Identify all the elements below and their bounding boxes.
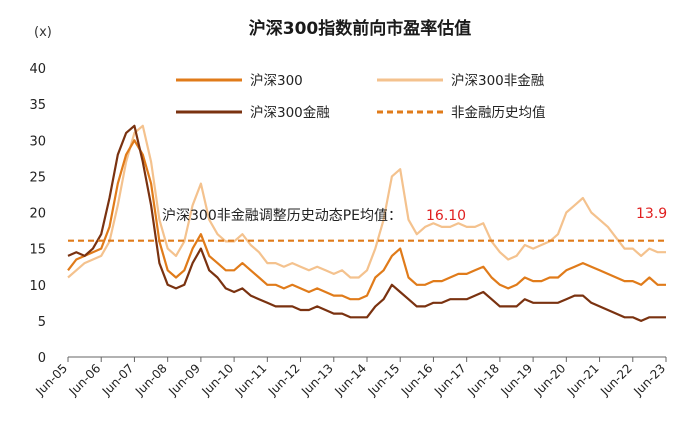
x-tick-label: Jun-20 [531,361,569,399]
x-tick-label: Jun-17 [431,361,469,399]
chart-title: 沪深300指数前向市盈率估值 [249,18,472,39]
latest-value-label: 13.9 [636,206,667,222]
y-tick-label: 25 [29,170,46,185]
series-lines [67,124,666,322]
x-tick-label: Jun-14 [331,361,369,399]
y-tick-label: 35 [29,98,46,113]
x-tick-label: Jun-05 [32,361,70,399]
x-tick-label: Jun-13 [298,361,336,399]
series-line-0 [67,139,666,301]
avg-annotation-label: 沪深300非金融调整历史动态PE均值： [162,208,402,224]
y-axis: 0 5 10 15 20 25 30 35 40 [29,62,46,366]
x-tick-label: Jun-06 [66,361,104,399]
x-axis: Jun-05Jun-06Jun-07Jun-08Jun-09Jun-10Jun-… [32,356,668,399]
y-tick-label: 10 [29,279,46,294]
x-tick-label: Jun-15 [365,361,403,399]
x-tick-label: Jun-12 [265,361,303,399]
avg-annotation-value: 16.10 [426,208,466,224]
y-tick-label: 30 [29,134,46,149]
x-tick-label: Jun-07 [99,361,137,399]
x-tick-label: Jun-16 [398,361,436,399]
x-tick-label: Jun-10 [199,361,237,399]
y-tick-label: 15 [29,243,46,258]
x-tick-label: Jun-08 [132,361,170,399]
x-tick-label: Jun-18 [464,361,502,399]
series-line-2 [67,124,666,322]
y-tick-label: 20 [29,207,46,222]
x-tick-label: Jun-23 [630,361,668,399]
x-tick-label: Jun-19 [498,361,536,399]
legend-label: 沪深300非金融 [451,73,545,89]
x-tick-label: Jun-21 [564,361,602,399]
x-tick-label: Jun-09 [165,361,203,399]
legend-label: 沪深300 [250,73,303,89]
y-tick-label: 40 [29,62,46,77]
y-tick-label: 5 [38,315,46,330]
series-line-1 [67,124,666,279]
x-tick-label: Jun-22 [597,361,635,399]
legend-label: 非金融历史均值 [451,105,546,121]
x-tick-label: Jun-11 [232,361,270,399]
legend-label: 沪深300金融 [250,105,330,121]
y-tick-label: 0 [38,351,46,366]
y-unit-label: (x) [34,25,52,40]
